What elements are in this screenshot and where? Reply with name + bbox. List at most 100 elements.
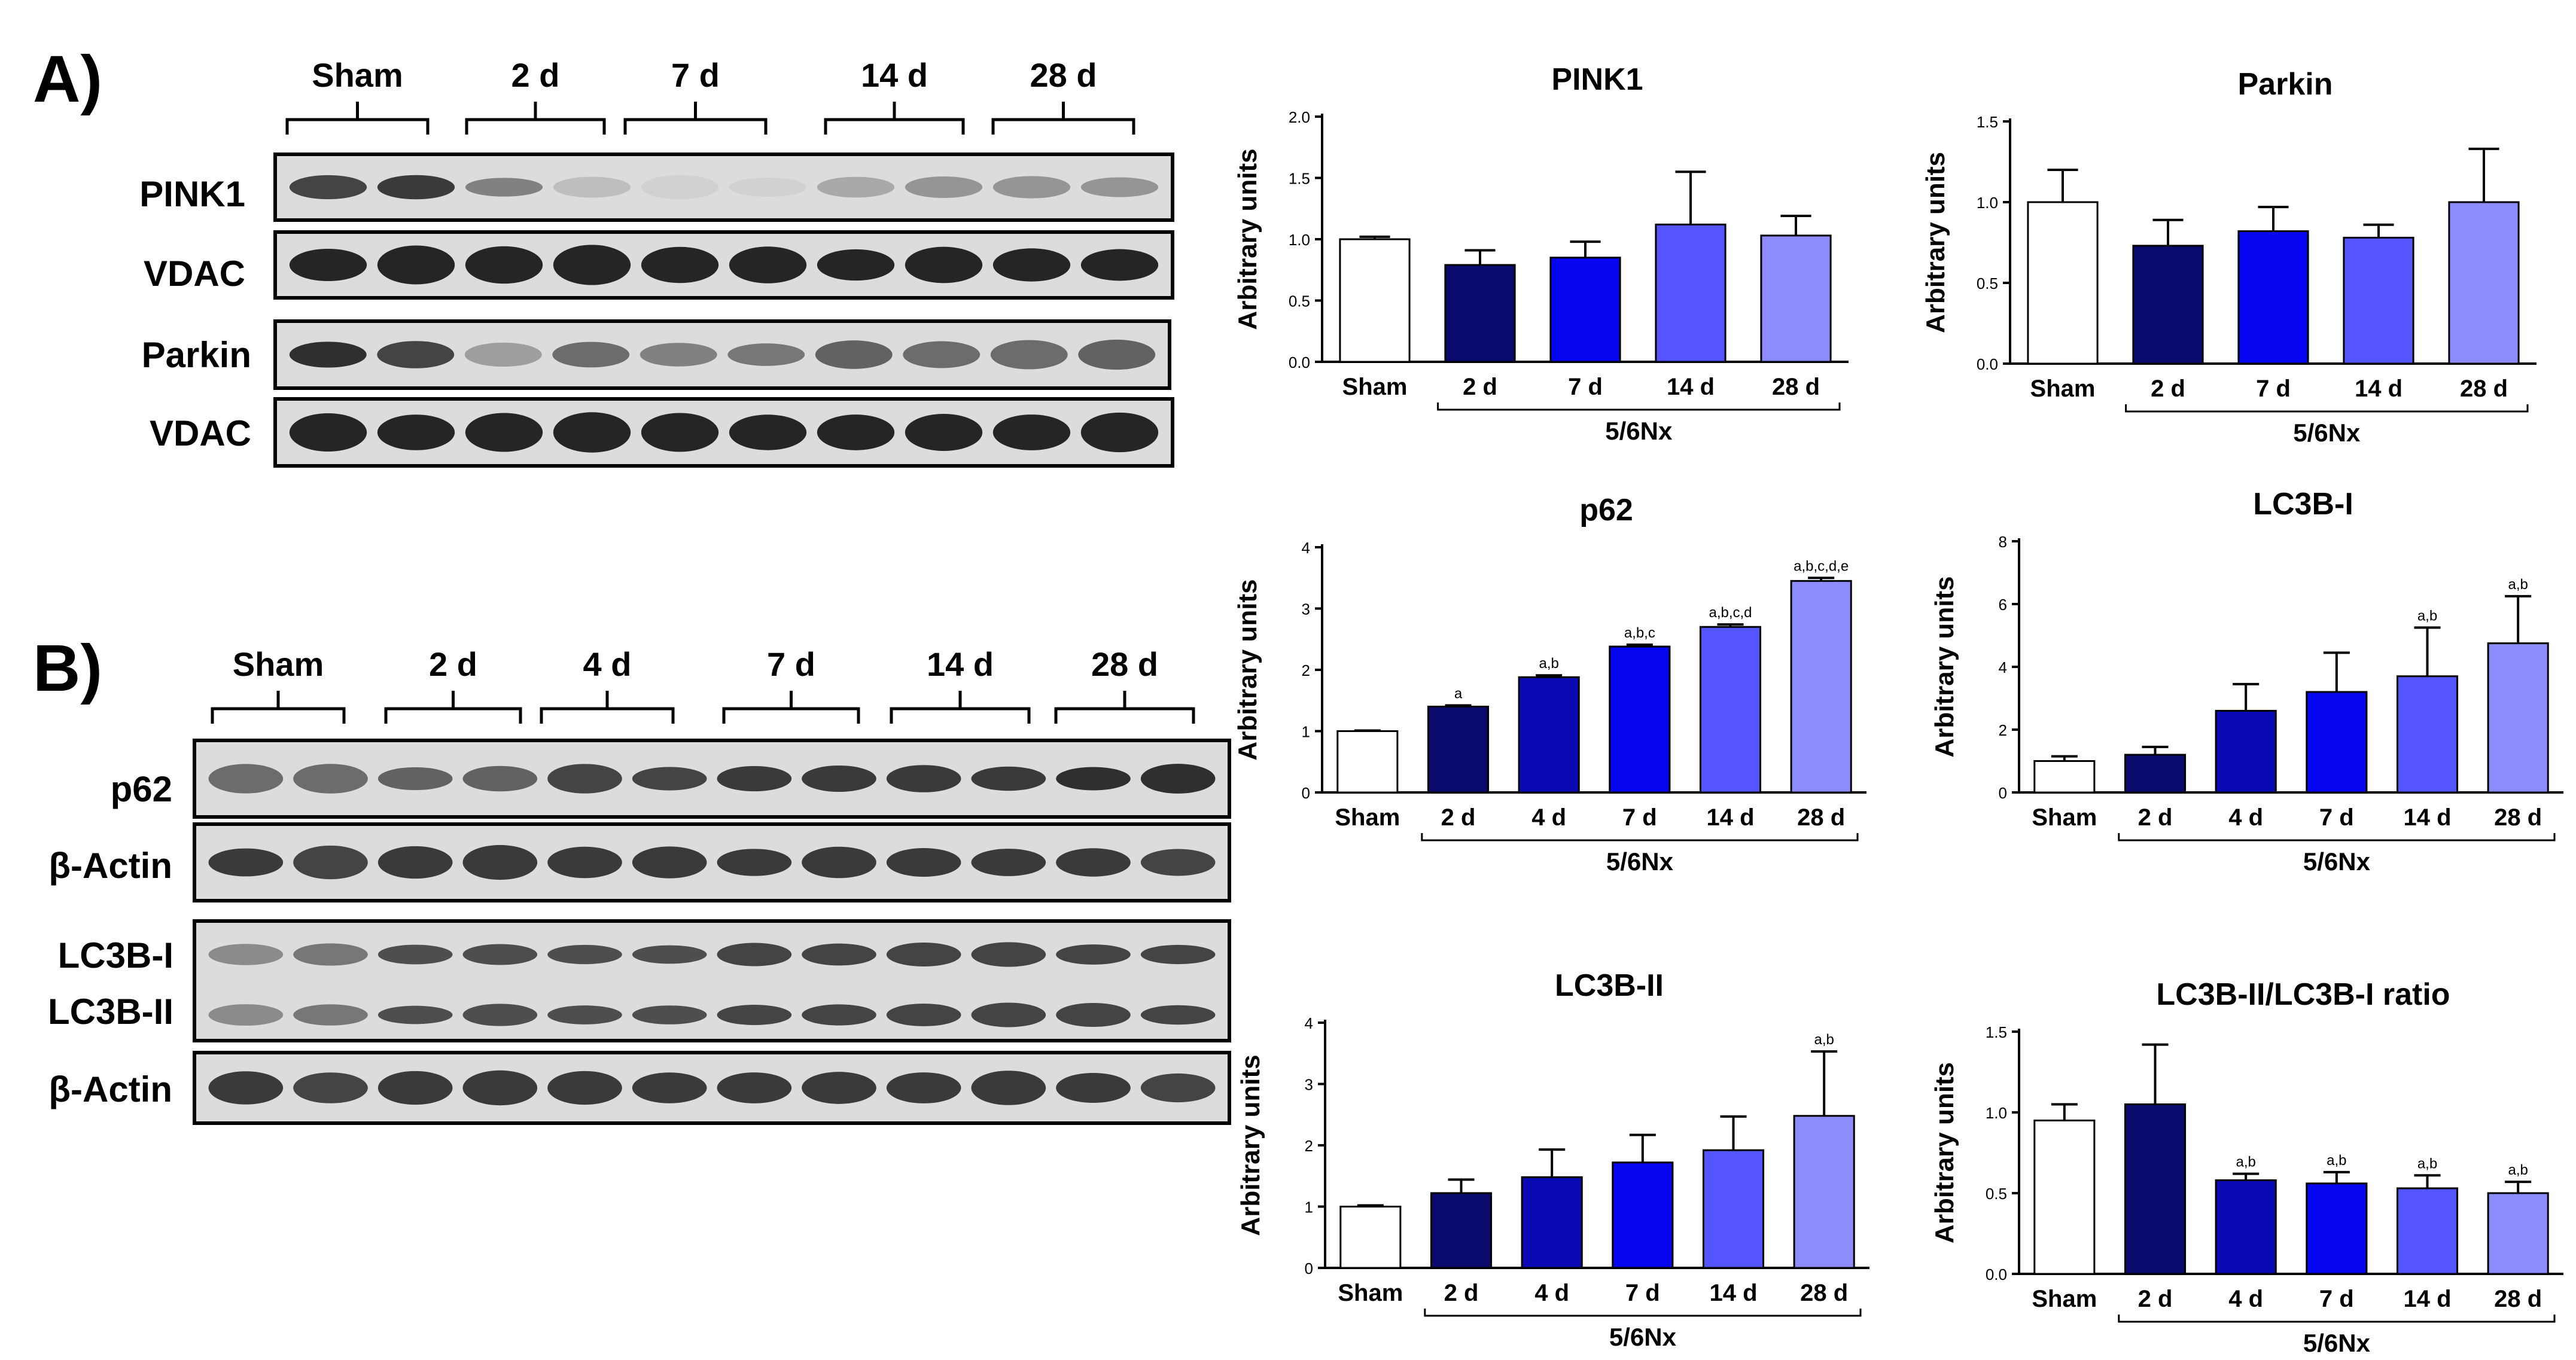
chart-1: Parkin Arbitrary units 0.0 0.5 1.0 1.5 Sham 2 d… (1921, 67, 2537, 447)
actin-band (1140, 1073, 1216, 1103)
bar (2124, 754, 2187, 794)
x-tick-label: 7 d (1625, 1280, 1660, 1306)
parkin-band (640, 343, 717, 367)
bar (1339, 238, 1411, 363)
bar (2396, 675, 2459, 794)
y-tick-label: 1.5 (1289, 170, 1310, 188)
y-axis-label: Arbitrary units (1236, 1054, 1265, 1236)
y-tick-label: 2 (1305, 1137, 1313, 1155)
lc3-band (293, 943, 368, 966)
x-tick-label: 4 d (2228, 804, 2263, 831)
x-tick-label: Sham (1338, 1280, 1403, 1306)
vdac-band (992, 248, 1071, 282)
parkin-band (903, 341, 981, 368)
x-tick-label: 7 d (1568, 374, 1603, 400)
parkin-band (377, 341, 455, 368)
significance-label: a,b,c,d,e (1794, 558, 1849, 574)
bar (2306, 691, 2368, 794)
x-tick-label: 7 d (1622, 804, 1657, 831)
lane-group-bracket (722, 691, 860, 724)
vdac-band (377, 245, 455, 285)
lc3-band (632, 945, 707, 964)
lc3-band (1056, 944, 1131, 965)
vdac-band (992, 414, 1071, 450)
significance-label: a,b (2508, 1162, 2528, 1178)
blot-row-label: β-Actin (48, 1069, 172, 1109)
lc3-band (971, 942, 1046, 967)
y-tick-label: 2 (1302, 661, 1310, 679)
lc3-band (802, 943, 876, 966)
vdac-band (553, 412, 631, 453)
lc3-band (462, 944, 538, 965)
bar (2343, 236, 2414, 365)
y-axis-label: Arbitrary units (1233, 148, 1262, 330)
actin-band (632, 846, 707, 879)
actin-band (293, 845, 368, 880)
parkin-band (464, 342, 542, 367)
parkin-band (289, 341, 367, 368)
bar (1655, 223, 1727, 363)
lane-group-label: 4 d (583, 645, 632, 683)
y-axis-label: Arbitrary units (1930, 576, 1959, 757)
x-tick-label: 14 d (2403, 1286, 2451, 1312)
lane-group-label: 2 d (511, 56, 560, 94)
blot-row-label: β-Actin (48, 846, 172, 886)
actin-band (377, 846, 453, 879)
x-tick-label: 14 d (2355, 376, 2403, 402)
lc3-band (1140, 1005, 1216, 1025)
x-tick-label: Sham (1335, 804, 1400, 831)
blot-row-label: VDAC (144, 254, 245, 294)
y-tick-label: 3 (1305, 1076, 1313, 1094)
y-tick-label: 1.5 (1986, 1023, 2007, 1041)
lc3-band (971, 1002, 1046, 1027)
y-tick-label: 0.5 (1977, 275, 1998, 292)
pink1-band (465, 178, 543, 197)
y-tick-label: 4 (1302, 539, 1310, 557)
lc3-band (1140, 944, 1216, 965)
x-tick-label: 28 d (1772, 374, 1820, 400)
pink1-band (905, 176, 983, 199)
lc3-band (547, 944, 622, 965)
y-tick-label: 1.0 (1289, 231, 1310, 249)
group-bracket (1424, 1309, 1862, 1317)
parkin-band (815, 340, 893, 369)
x-tick-label: 28 d (1797, 804, 1845, 831)
vdac-band (377, 414, 455, 450)
actin-band (208, 848, 284, 877)
lane-group-bracket (991, 102, 1135, 135)
pink1-band (553, 176, 631, 198)
x-tick-label: 28 d (2494, 804, 2542, 831)
actin-band (971, 849, 1046, 876)
lc3-band (377, 944, 453, 965)
panel-label-B: B) (33, 632, 102, 705)
x-tick-label: 28 d (1800, 1280, 1848, 1306)
lc3-band (208, 944, 284, 965)
vdac-band (641, 413, 719, 452)
vdac-band (289, 413, 367, 452)
x-tick-label: 2 d (2138, 1286, 2173, 1312)
vdac-band (553, 245, 631, 285)
lane-group-bracket (211, 691, 346, 724)
chart-title: p62 (1579, 493, 1633, 527)
x-tick-label: 7 d (2256, 376, 2291, 402)
vdac-band (729, 414, 807, 450)
vdac-band (641, 246, 719, 283)
bar (2215, 1179, 2277, 1275)
bar (2487, 1192, 2549, 1275)
y-tick-label: 0 (1305, 1260, 1313, 1277)
bar (1760, 234, 1832, 363)
pink1-band (1080, 177, 1159, 197)
lane-group-bracket (623, 102, 768, 135)
p62-band (1056, 767, 1131, 791)
y-tick-label: 8 (1999, 533, 2007, 551)
lc3-band (377, 1005, 453, 1024)
actin-band (462, 1070, 538, 1106)
bar (1427, 706, 1490, 794)
bar (1521, 1176, 1583, 1269)
y-axis-label: Arbitrary units (1921, 152, 1950, 333)
group-label: 5/6Nx (2303, 847, 2371, 876)
p62-band (802, 765, 876, 792)
group-label: 5/6Nx (2303, 1329, 2371, 1357)
x-tick-label: 4 d (2228, 1286, 2263, 1312)
vdac-band (817, 249, 895, 281)
